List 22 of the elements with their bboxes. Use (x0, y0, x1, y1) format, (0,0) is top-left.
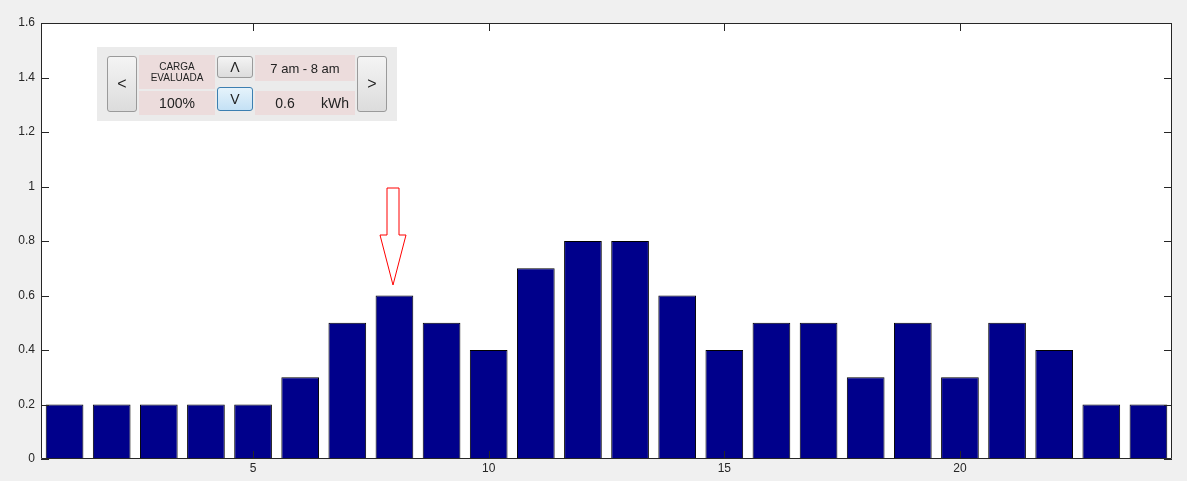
text-field: 7 am - 8 am (255, 55, 355, 81)
y-tick-label: 1.4 (18, 69, 36, 84)
y-tick-label: 1.6 (18, 15, 36, 30)
x-tick-label: 15 (717, 460, 732, 475)
y-tick-label: 0.8 (18, 233, 36, 248)
text-field: kWh (315, 91, 355, 115)
previous-button: < (107, 56, 137, 112)
y-tick-label: 1.2 (18, 124, 36, 139)
x-tick-label: 5 (249, 460, 257, 475)
up-button: Λ (217, 56, 253, 78)
y-tick-label: 0.6 (18, 287, 36, 302)
y-tick-label: 0.4 (18, 342, 36, 357)
y-tick-label: 0 (28, 451, 36, 466)
x-tick-label: 10 (482, 460, 496, 475)
y-tick-label: 1 (28, 178, 36, 193)
text-field: CARGA EVALUADA (139, 55, 215, 89)
y-tick-label: 0.2 (18, 396, 36, 411)
x-tick-label: 20 (953, 460, 967, 475)
text-field: 0.6 (255, 91, 315, 115)
next-button: > (357, 56, 387, 112)
text-field: 100% (139, 91, 215, 115)
down-button: V (217, 87, 253, 111)
